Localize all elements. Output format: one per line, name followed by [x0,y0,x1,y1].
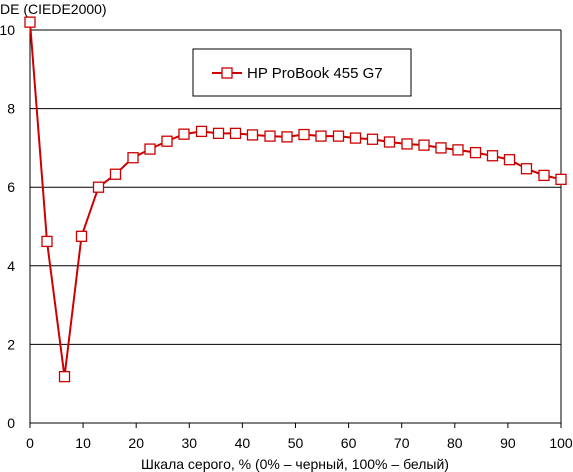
y-tick-label: 0 [7,415,15,431]
data-point [418,139,430,151]
data-point [109,168,122,180]
data-point [264,130,276,142]
x-tick-label: 70 [394,435,410,451]
series-layer [24,16,567,383]
data-point [401,138,413,150]
data-point [349,132,362,144]
data-point [503,154,516,166]
data-point [538,169,550,182]
data-point [452,144,464,156]
y-tick-label: 6 [7,179,15,195]
legend: HP ProBook 455 G7 [192,48,412,97]
data-point [246,129,259,141]
data-point [41,235,53,248]
x-tick-label: 0 [26,435,34,451]
axes [29,30,562,428]
data-point [75,230,88,242]
y-axis-label: DE (CIEDE2000) [0,1,107,17]
data-point [486,150,499,162]
data-point [229,127,242,140]
data-point [435,142,447,154]
data-point [520,163,533,175]
data-point [315,130,327,142]
x-tick-label: 40 [235,435,251,451]
x-tick-label: 60 [341,435,357,451]
x-tick-label: 80 [447,435,463,451]
data-point [332,130,345,142]
x-tick-label: 90 [500,435,516,451]
x-tick-label: 20 [128,435,144,451]
data-point [212,127,225,140]
y-tick-labels: 0 2 4 6 8 10 [0,22,15,431]
data-point [555,173,567,185]
x-tick-label: 10 [75,435,91,451]
x-axis-label: Шкала серого, % (0% – черный, 100% – бел… [141,456,449,472]
x-tick-label: 100 [549,435,573,451]
grid-lines [30,29,561,345]
legend-marker-swatch [221,67,233,79]
data-point [195,125,208,138]
data-point [281,131,293,143]
data-point [178,128,190,140]
data-point [161,135,173,147]
y-tick-label: 4 [7,258,15,274]
x-tick-label: 50 [288,435,304,451]
data-point [24,16,36,28]
y-tick-label: 10 [0,22,15,38]
data-point [366,133,379,145]
data-point [298,128,310,141]
data-point [127,152,139,164]
data-point [58,370,71,383]
x-tick-label: 30 [182,435,198,451]
data-point [469,146,482,159]
y-tick-label: 8 [7,101,15,117]
x-tick-labels: 0 10 20 30 40 50 60 70 80 90 100 [26,435,573,451]
data-point [92,181,105,193]
y-tick-label: 2 [7,336,15,352]
data-point [383,136,396,148]
data-point [144,143,156,155]
legend-entry-label: HP ProBook 455 G7 [247,65,383,82]
